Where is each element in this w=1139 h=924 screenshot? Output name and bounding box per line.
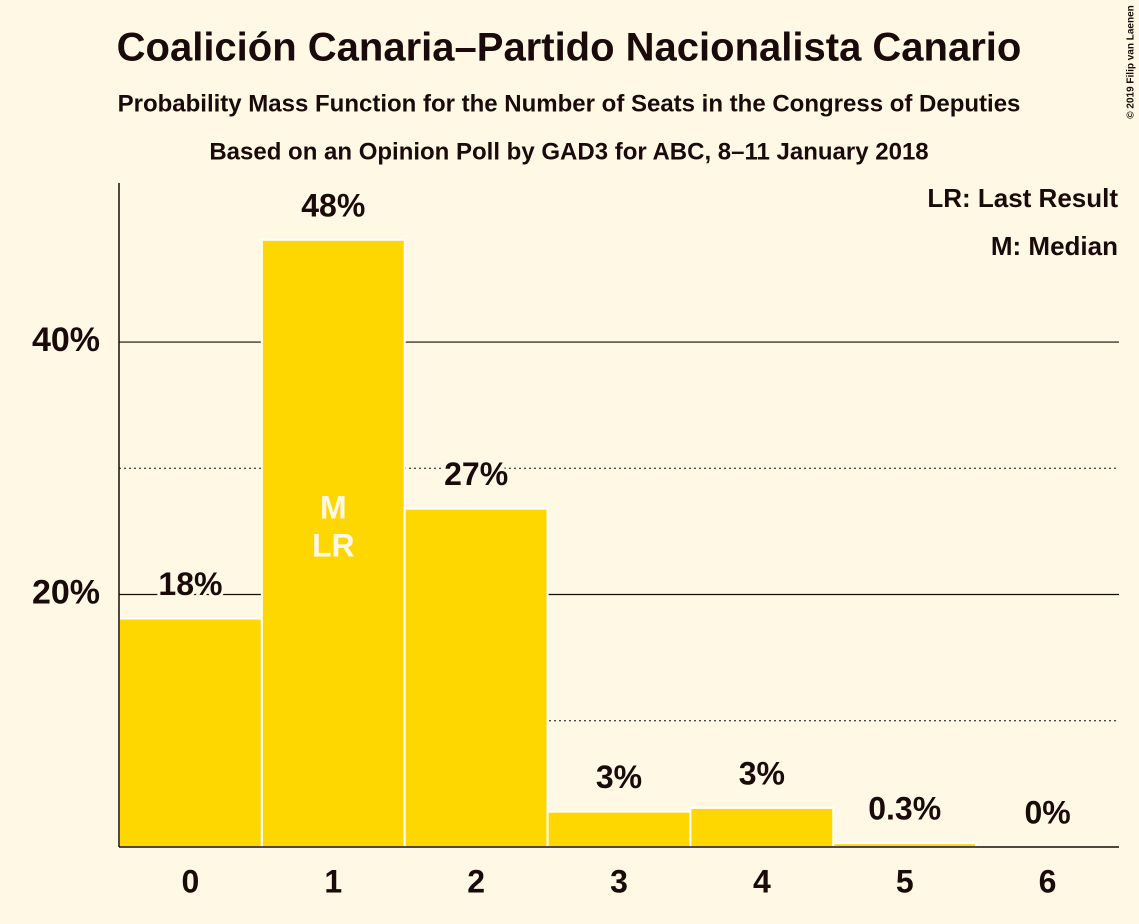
bar <box>689 806 835 849</box>
marker-label: M <box>320 489 347 525</box>
value-label: 48% <box>301 187 365 223</box>
x-tick-label: 2 <box>467 863 485 899</box>
x-tick-label: 5 <box>896 863 914 899</box>
chart-title: Coalición Canaria–Partido Nacionalista C… <box>117 26 1022 70</box>
value-label: 3% <box>596 759 642 795</box>
chart-subtitle: Probability Mass Function for the Number… <box>118 90 1021 117</box>
value-label: 27% <box>444 456 508 492</box>
bar <box>546 810 692 848</box>
y-tick-label: 40% <box>32 321 100 359</box>
x-tick-label: 0 <box>182 863 200 899</box>
x-tick-label: 6 <box>1039 863 1057 899</box>
copyright: © 2019 Filip van Laenen <box>1126 5 1137 119</box>
bar <box>260 238 406 848</box>
chart-source: Based on an Opinion Poll by GAD3 for ABC… <box>209 138 928 165</box>
legend-entry: LR: Last Result <box>927 183 1118 213</box>
value-label: 0% <box>1024 794 1070 830</box>
value-label: 0.3% <box>868 791 941 827</box>
marker-label: LR <box>312 527 355 563</box>
bar <box>403 507 549 848</box>
value-label: 3% <box>739 755 785 791</box>
bar <box>118 617 263 848</box>
value-label: 18% <box>158 566 222 602</box>
x-tick-label: 3 <box>610 863 628 899</box>
x-tick-label: 1 <box>324 863 342 899</box>
y-tick-label: 20% <box>32 574 100 612</box>
legend-entry: M: Median <box>991 231 1118 261</box>
x-tick-label: 4 <box>753 863 771 899</box>
